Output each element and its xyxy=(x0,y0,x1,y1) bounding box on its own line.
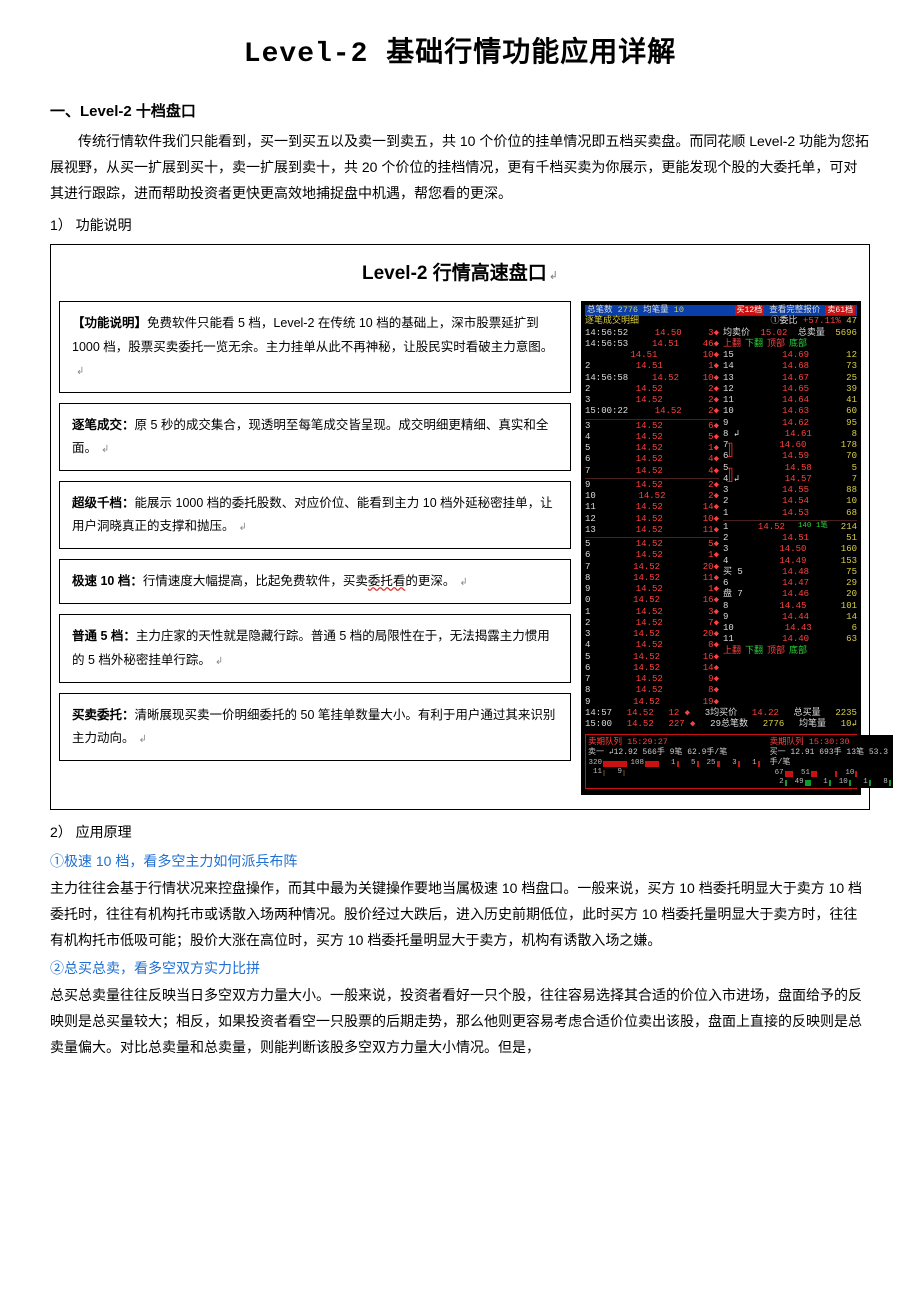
shot-hdr-buy: 买12档 xyxy=(735,306,765,315)
page-title: Level-2 基础行情功能应用详解 xyxy=(50,30,870,80)
avg-sell-lbl: 均卖价 xyxy=(723,328,750,339)
shot-ratio-r: 47 xyxy=(846,316,857,326)
qpr-bars-1: 675110 xyxy=(770,770,891,777)
qpl-bars-1: 320108152531 xyxy=(588,760,760,767)
shot-tabs-bot: 上翻下翻顶部底部 xyxy=(723,646,857,657)
diagram-title: Level-2 行情高速盘口↲ xyxy=(59,257,861,291)
principle-p-a: 主力往往会基于行情状况来控盘操作，而其中最为关键操作要地当属极速 10 档盘口。… xyxy=(50,876,870,954)
b1-l2: 总买量 xyxy=(794,708,821,719)
b2-lbl: 29总笔数 xyxy=(710,719,748,730)
avg-sell: 15.02 xyxy=(760,328,787,339)
feature-box: 超级千档：能展示 1000 档的委托股数、对应价位、能看到主力 10 档外延秘密… xyxy=(59,481,571,549)
tot-sell-lbl: 总卖量 xyxy=(798,328,825,339)
b1-v2: 2235 xyxy=(835,708,857,719)
shot-ratio-lbl: ①委比 xyxy=(771,316,798,326)
qpl-line: 卖一 ↲12.92 566手 9笔 62.9手/笔 xyxy=(588,748,727,758)
shot-sub-left: 逐笔成交明细 xyxy=(585,316,639,327)
principle-p-b: 总买总卖量往往反映当日多空双方力量大小。一般来说，投资者看好一只个股，往往容易选… xyxy=(50,983,870,1061)
b1-v: 14.22 xyxy=(752,708,779,719)
feature-box: 逐笔成交：原 5 秒的成交集合，现透明至每笔成交皆呈现。成交明细更精细、真实和全… xyxy=(59,403,571,471)
shot-hdr-sell: 卖61档 xyxy=(825,306,855,315)
shot-bottom-row-1: 14:57 14.52 12 ◆ 3均买价 14.22 总买量 2235 xyxy=(585,708,857,719)
feature-desc-label: 1） 功能说明 xyxy=(50,213,870,238)
principle-label: 2） 应用原理 xyxy=(50,820,870,845)
qpr-line: 买一 12.91 693手 13笔 53.3手/笔 xyxy=(770,748,891,768)
b1-q: 12 ◆ xyxy=(668,708,690,719)
queue-panel-left: 卖期队列 15:29:27 卖一 ↲12.92 566手 9笔 62.9手/笔 … xyxy=(586,735,762,788)
feature-box: 普通 5 档：主力庄家的天性就是隐藏行踪。普通 5 档的局限性在于，无法揭露主力… xyxy=(59,614,571,682)
b1-p: 14.52 xyxy=(627,708,654,719)
principle-h-b: ②总买总卖，看多空双方实力比拼 xyxy=(50,956,870,981)
b2-l2: 均笔量 xyxy=(799,719,826,730)
section-1-para: 传统行情软件我们只能看到，买一到买五以及卖一到卖五，共 10 个价位的挂单情况即… xyxy=(50,129,870,207)
b1-lbl: 3均买价 xyxy=(705,708,737,719)
b2-v: 2776 xyxy=(763,719,785,730)
section-1-heading: 一、Level-2 十档盘口 xyxy=(50,98,870,125)
b2-p: 14.52 xyxy=(627,719,654,730)
feature-box: 买卖委托：清晰展现买卖一价明细委托的 50 笔挂单数量大小。有利于用户通过其来识… xyxy=(59,693,571,761)
shot-hdr-mid: 均笔量 xyxy=(643,305,669,315)
b2-v2: 10↲ xyxy=(841,719,857,730)
diagram-container: Level-2 行情高速盘口↲ 【功能说明】免费软件只能看 5 档，Level-… xyxy=(50,244,870,810)
shot-bottom-row-2: 15:00 14.52 227 ◆ 29总笔数 2776 均笔量 10↲ xyxy=(585,719,857,730)
feature-boxes-col: 【功能说明】免费软件只能看 5 档，Level-2 在传统 10 档的基础上，深… xyxy=(59,301,571,795)
market-screenshot: 总笔数 2776 均笔量 10 买12档 查看完整报价 卖61档 逐笔成交明细 … xyxy=(581,301,861,795)
b2-t: 15:00 xyxy=(585,719,612,730)
diagram-title-text: Level-2 行情高速盘口 xyxy=(362,263,547,284)
tot-sell: 5696 xyxy=(835,328,857,339)
shot-hdr-view: 查看完整报价 xyxy=(769,305,820,315)
qpl-title: 卖期队列 15:29:27 xyxy=(588,737,668,748)
queue-panel-right: 卖期队列 15:30:30 买一 12.91 693手 13笔 53.3手/笔 … xyxy=(768,735,893,788)
shot-hdr-left: 总笔数 xyxy=(587,305,613,315)
para-mark-icon: ↲ xyxy=(549,270,558,282)
shot-hdr-qty: 10 xyxy=(674,305,684,315)
qpr-title: 卖期队列 15:30:30 xyxy=(770,737,850,748)
qpl-bars-2: 119 xyxy=(588,769,760,776)
queue-panels: 卖期队列 15:29:27 卖一 ↲12.92 566手 9笔 62.9手/笔 … xyxy=(585,734,857,789)
shot-ticks-col: 14:56:5214.503◆14:56:5314.5146◆14.5110◆2… xyxy=(585,328,719,708)
shot-tabs-top: 上翻下翻顶部底部 xyxy=(723,339,857,350)
qpr-bars-2: 24911018 xyxy=(770,779,891,786)
b2-q: 227 ◆ xyxy=(668,719,695,730)
principle-h-a: ①极速 10 档，看多空主力如何派兵布阵 xyxy=(50,849,870,874)
shot-ladder-bot: 114.52 140 1笔214214.5151314.50160414.491… xyxy=(723,522,857,646)
b1-t: 14:57 xyxy=(585,708,612,719)
shot-ladder-top: 1514.69121414.68731314.67251214.65391114… xyxy=(723,350,857,519)
shot-hdr-num: 2776 xyxy=(618,305,638,315)
feature-box: 【功能说明】免费软件只能看 5 档，Level-2 在传统 10 档的基础上，深… xyxy=(59,301,571,392)
feature-box: 极速 10 档：行情速度大幅提高，比起免费软件，买卖委托看的更深。↲ xyxy=(59,559,571,604)
shot-ratio: +57.11% xyxy=(803,316,841,326)
